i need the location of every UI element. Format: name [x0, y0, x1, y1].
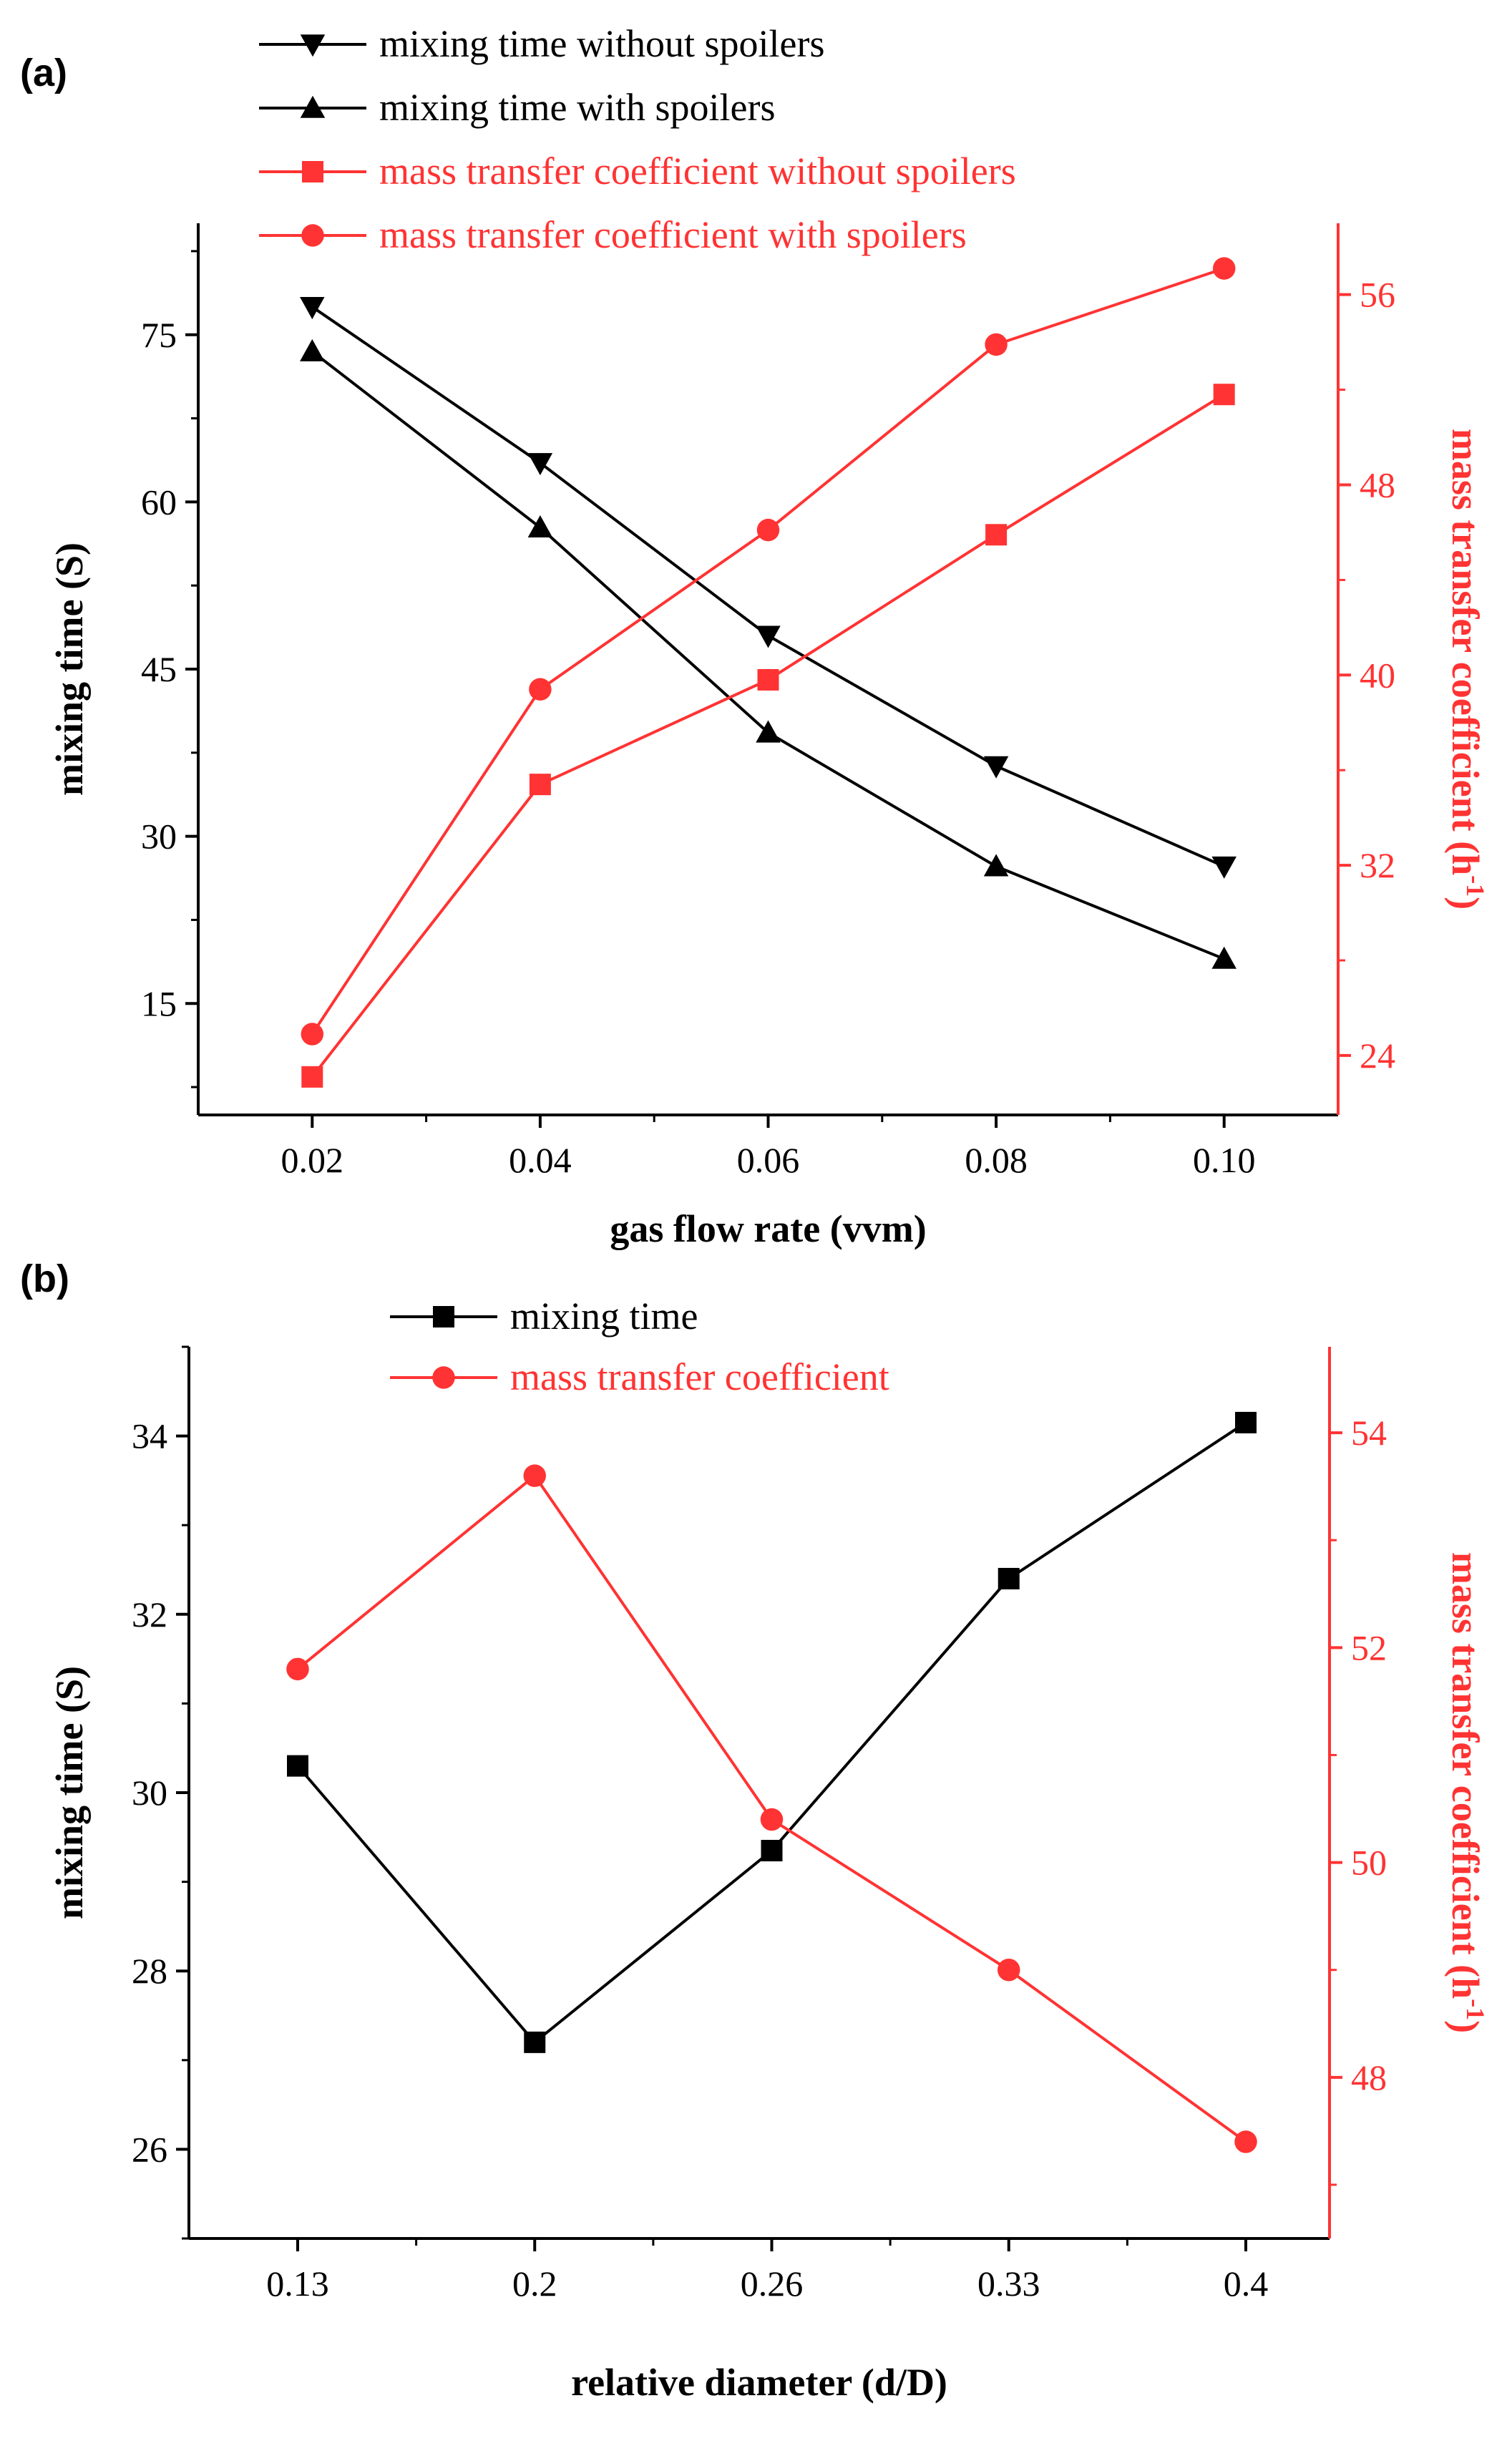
data-point-mixing-time-without-spoilers	[983, 756, 1009, 779]
x-tick-label: 0.33	[977, 2264, 1040, 2304]
x-tick-label: 0.2	[512, 2264, 557, 2304]
y-tick-label: 15	[141, 983, 177, 1023]
data-point-mass-transfer-coefficient	[998, 1958, 1020, 1982]
y2-axis-title-main: mass transfer coefficient (h	[1444, 1552, 1487, 1999]
data-point-mass-transfer-coefficient	[286, 1657, 309, 1681]
legend-marker	[302, 161, 323, 182]
series-line-mixing-time	[296, 1421, 1247, 2045]
data-point-mass-transfer-coefficient-without-spoilers	[301, 1066, 323, 1088]
y-tick-label: 75	[141, 315, 177, 355]
y2-axis-title-main: mass transfer coefficient (h	[1444, 429, 1487, 875]
legend-label: mass transfer coefficient with spoilers	[379, 213, 967, 256]
legend-marker	[300, 34, 326, 57]
y2-axis-title-sup: -1	[1461, 1999, 1490, 2020]
y-tick-label: 34	[132, 1416, 167, 1456]
data-point-mixing-time	[761, 1839, 783, 1861]
y2-tick-label: 48	[1351, 2057, 1387, 2097]
y-tick-label: 28	[132, 1951, 167, 1991]
data-point-mixing-time	[998, 1567, 1020, 1589]
x-tick-label: 0.04	[509, 1140, 572, 1180]
y-tick-label: 45	[141, 649, 177, 689]
y2-tick-label: 50	[1351, 1843, 1387, 1883]
y2-tick-label: 32	[1360, 845, 1395, 885]
legend-marker	[301, 224, 324, 247]
data-point-mixing-time-with-spoilers	[983, 854, 1009, 877]
y-tick-label: 26	[132, 2129, 167, 2169]
data-point-mass-transfer-coefficient	[1234, 2130, 1257, 2153]
data-point-mixing-time-with-spoilers	[300, 338, 325, 361]
data-point-mass-transfer-coefficient-with-spoilers	[529, 678, 552, 701]
series-line-mixing-time-without-spoilers	[311, 306, 1225, 868]
legend-label: mass transfer coefficient	[510, 1355, 889, 1398]
data-point-mixing-time	[1235, 1411, 1257, 1433]
y2-tick-label: 56	[1360, 275, 1395, 315]
y2-tick-label: 48	[1360, 464, 1395, 505]
panel-b-label: (b)	[20, 1257, 69, 1300]
data-point-mass-transfer-coefficient-without-spoilers	[1213, 384, 1235, 406]
chart-b: 0.13 0.2 0.26 0.33 0.4 26 28 30 32 34 48 50 52 54 rela…	[48, 1295, 1490, 2404]
legend-label: mixing time	[510, 1295, 698, 1338]
legend-marker	[433, 1306, 454, 1327]
data-point-mass-transfer-coefficient	[760, 1808, 784, 1831]
legend-label: mass transfer coefficient without spoile…	[379, 150, 1016, 193]
data-point-mass-transfer-coefficient-with-spoilers	[301, 1023, 324, 1046]
y-axis-title: mixing time (S)	[48, 542, 91, 796]
data-point-mixing-time	[287, 1755, 308, 1777]
panel-a-label: (a)	[20, 52, 67, 94]
legend-label: mixing time with spoilers	[379, 86, 775, 129]
x-axis-title: gas flow rate (vvm)	[610, 1207, 926, 1250]
y2-axis-title: mass transfer coefficient (h-1)	[1444, 1552, 1490, 2033]
x-tick-label: 0.06	[737, 1140, 800, 1180]
x-tick-label: 0.4	[1224, 2264, 1269, 2304]
data-point-mixing-time-without-spoilers	[1211, 856, 1237, 879]
x-tick-label: 0.13	[266, 2264, 329, 2304]
y2-tick-label: 40	[1360, 655, 1395, 695]
y2-tick-label: 52	[1351, 1627, 1387, 1667]
y2-tick-label: 54	[1351, 1413, 1387, 1453]
legend-label: mixing time without spoilers	[379, 22, 824, 65]
data-point-mass-transfer-coefficient	[523, 1464, 546, 1487]
data-point-mass-transfer-coefficient-with-spoilers	[756, 518, 780, 542]
y2-axis-title: mass transfer coefficient (h-1)	[1444, 429, 1490, 910]
data-point-mixing-time-with-spoilers	[527, 515, 553, 537]
chart-a: 0.02 0.04 0.06 0.08 0.10 15 30 45 60 75 24 32 40 48 56…	[48, 22, 1490, 1250]
series-line-mixing-time-with-spoilers	[311, 350, 1225, 960]
x-tick-label: 0.02	[281, 1140, 344, 1180]
x-tick-label: 0.08	[965, 1140, 1028, 1180]
y-tick-label: 32	[132, 1594, 167, 1634]
legend-marker	[300, 95, 326, 118]
x-tick-label: 0.10	[1193, 1140, 1256, 1180]
data-point-mass-transfer-coefficient-without-spoilers	[529, 774, 551, 796]
data-point-mixing-time	[524, 2031, 546, 2053]
x-tick-label: 0.26	[741, 2264, 804, 2304]
data-point-mass-transfer-coefficient-with-spoilers	[1212, 257, 1236, 280]
y-tick-label: 30	[132, 1773, 167, 1813]
y2-axis-title-close: )	[1444, 2020, 1487, 2033]
y-tick-label: 30	[141, 817, 177, 857]
y-axis-title: mixing time (S)	[48, 1666, 91, 1919]
data-point-mass-transfer-coefficient-without-spoilers	[985, 524, 1008, 546]
data-point-mass-transfer-coefficient-without-spoilers	[757, 668, 779, 691]
data-point-mixing-time-with-spoilers	[1211, 946, 1237, 969]
data-point-mixing-time-with-spoilers	[756, 720, 781, 743]
data-point-mass-transfer-coefficient-with-spoilers	[985, 333, 1008, 356]
data-point-mixing-time-without-spoilers	[527, 453, 553, 476]
y2-tick-label: 24	[1360, 1036, 1395, 1076]
series-line-mass-transfer-coefficient-with-spoilers	[311, 267, 1225, 1036]
data-point-mixing-time-without-spoilers	[300, 297, 325, 320]
y-tick-label: 60	[141, 482, 177, 522]
data-point-mixing-time-without-spoilers	[756, 625, 781, 648]
y2-axis-title-close: )	[1444, 897, 1487, 910]
y2-axis-title-sup: -1	[1461, 875, 1490, 897]
legend-marker	[432, 1366, 455, 1389]
x-axis-title: relative diameter (d/D)	[571, 2361, 947, 2404]
